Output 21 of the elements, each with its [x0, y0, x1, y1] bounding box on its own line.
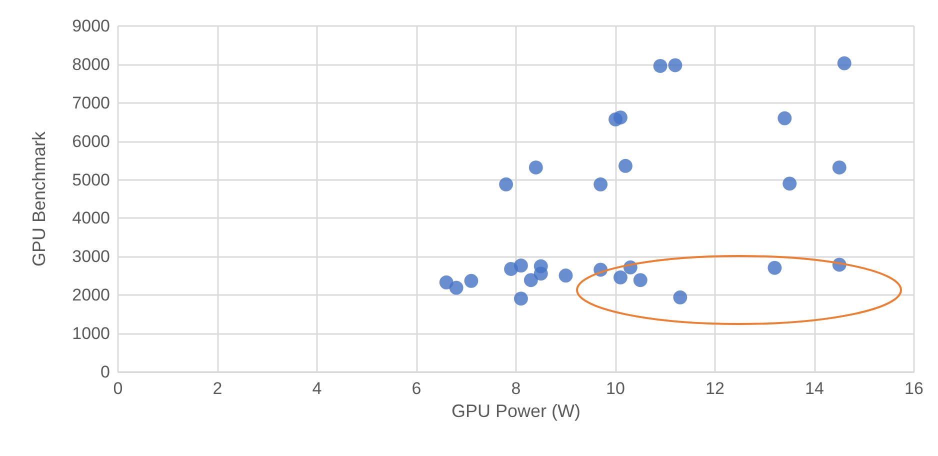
x-tick-label: 12	[706, 379, 724, 398]
x-axis-title: GPU Power (W)	[451, 401, 581, 421]
x-tick-label: 14	[805, 379, 824, 398]
x-tick-label: 16	[904, 379, 924, 398]
y-tick-label: 0	[100, 362, 110, 382]
y-tick-label: 8000	[72, 54, 110, 74]
y-tick-label: 9000	[72, 16, 110, 36]
y-tick-label: 5000	[72, 170, 110, 190]
x-tick-label: 8	[511, 379, 521, 398]
x-tick-label: 10	[606, 379, 625, 398]
y-tick-label: 3000	[72, 247, 110, 266]
y-axis-title: GPU Benchmark	[29, 130, 49, 267]
y-tick-label: 7000	[72, 93, 110, 112]
y-tick-label: 6000	[72, 132, 110, 151]
y-tick-label: 2000	[72, 286, 110, 305]
y-tick-label: 4000	[72, 208, 110, 228]
x-tick-label: 0	[113, 379, 123, 398]
x-tick-label: 2	[212, 379, 222, 398]
y-tick-label: 1000	[72, 324, 110, 344]
x-tick-label: 6	[412, 379, 422, 398]
x-tick-label: 4	[312, 379, 322, 398]
